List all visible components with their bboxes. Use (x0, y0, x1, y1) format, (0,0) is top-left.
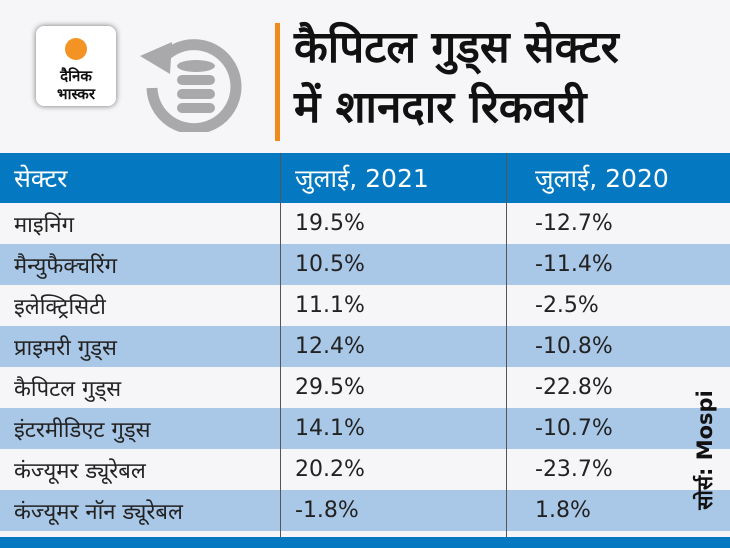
sector-name: प्राइमरी गुड्स (14, 335, 117, 361)
source-credit: सोर्स: Mospi (693, 390, 717, 510)
sector-name: कंज्यूमर नॉन ड्यूरेबल (14, 499, 183, 525)
value-2020: -23.7% (535, 457, 613, 482)
value-2021: 19.5% (295, 211, 365, 236)
value-2020: -11.4% (535, 252, 613, 277)
value-2020: -10.7% (535, 416, 613, 441)
header-july-2020: जुलाई, 2020 (535, 164, 669, 193)
title-accent-bar (275, 23, 280, 141)
table-row: इंटरमीडिएट गुड्स 14.1% -10.7% (0, 408, 730, 449)
header-sector: सेक्टर (14, 164, 68, 193)
table-row: कंज्यूमर नॉन ड्यूरेबल -1.8% 1.8% (0, 490, 730, 531)
logo-text-line2: भास्कर (57, 85, 95, 103)
sector-name: कंज्यूमर ड्यूरेबल (14, 458, 146, 484)
sector-name: माइनिंग (14, 212, 74, 238)
sector-name: इंटरमीडिएट गुड्स (14, 417, 151, 443)
logo-text-line1: दैनिक (60, 67, 92, 85)
value-2021: 10.5% (295, 252, 365, 277)
value-2020: -22.8% (535, 375, 613, 400)
value-2020: 1.8% (535, 498, 591, 523)
column-divider (506, 153, 507, 537)
sector-name: मैन्युफैक्चरिंग (14, 253, 118, 279)
value-2021: 20.2% (295, 457, 365, 482)
sector-name: इलेक्ट्रिसिटी (14, 294, 106, 320)
value-2021: 14.1% (295, 416, 365, 441)
sector-growth-table: सेक्टर जुलाई, 2021 जुलाई, 2020 माइनिंग 1… (0, 153, 730, 531)
table-row: मैन्युफैक्चरिंग 10.5% -11.4% (0, 244, 730, 285)
value-2020: -2.5% (535, 293, 599, 318)
sector-name: कैपिटल गुड्स (14, 376, 122, 402)
value-2020: -10.8% (535, 334, 613, 359)
table-row: कंज्यूमर ड्यूरेबल 20.2% -23.7% (0, 449, 730, 490)
bottom-bar (0, 537, 730, 548)
page-title: कैपिटल गुड्स सेक्टर में शानदार रिकवरी (294, 18, 619, 138)
table-row: प्राइमरी गुड्स 12.4% -10.8% (0, 326, 730, 367)
table-row: कैपिटल गुड्स 29.5% -22.8% (0, 367, 730, 408)
table-row: इलेक्ट्रिसिटी 11.1% -2.5% (0, 285, 730, 326)
column-divider (280, 153, 281, 537)
value-2021: 29.5% (295, 375, 365, 400)
value-2021: 11.1% (295, 293, 365, 318)
value-2020: -12.7% (535, 211, 613, 236)
header-july-2021: जुलाई, 2021 (295, 164, 429, 193)
dainik-bhaskar-logo: दैनिक भास्कर (36, 26, 116, 106)
database-refresh-icon (140, 39, 242, 132)
title-line2: में शानदार रिकवरी (294, 82, 587, 133)
value-2021: 12.4% (295, 334, 365, 359)
title-line1: कैपिटल गुड्स सेक्टर (294, 22, 619, 73)
table-row: माइनिंग 19.5% -12.7% (0, 203, 730, 244)
table-header: सेक्टर जुलाई, 2021 जुलाई, 2020 (0, 153, 730, 203)
sun-icon (65, 38, 87, 60)
value-2021: -1.8% (295, 498, 359, 523)
